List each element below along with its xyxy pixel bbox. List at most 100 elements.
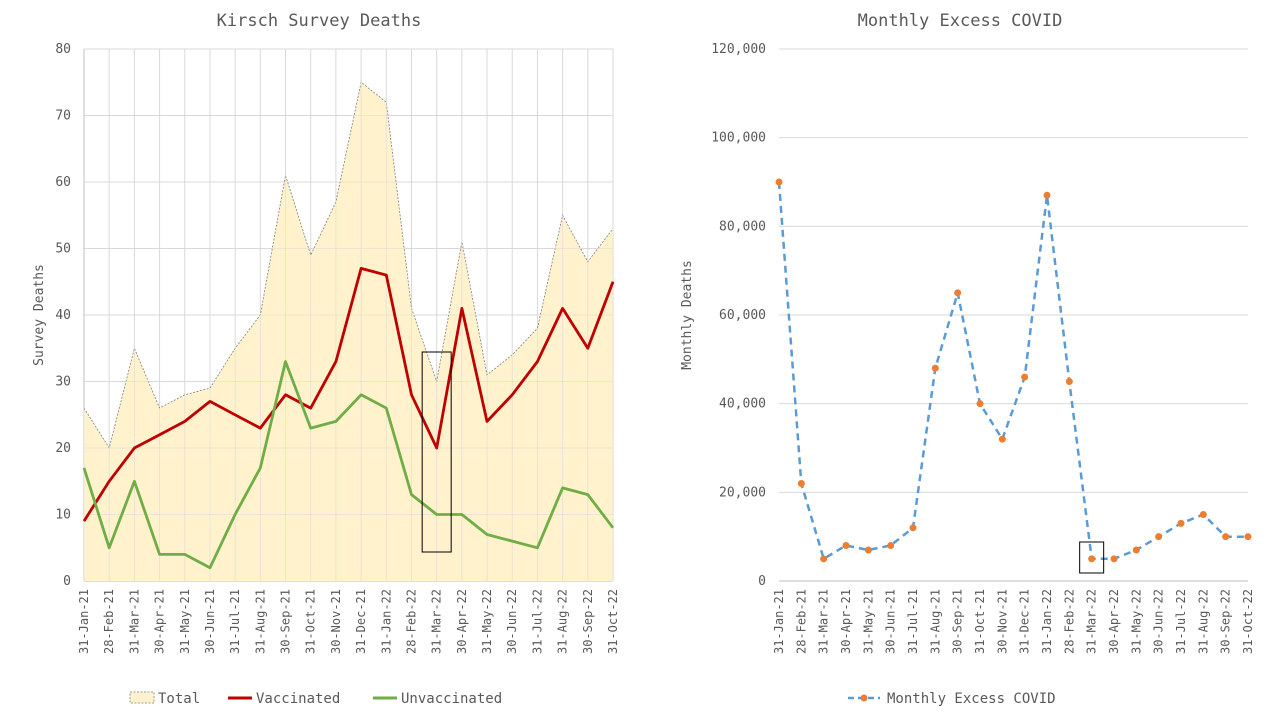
data-point	[1199, 511, 1207, 518]
x-tick-label: 31-Jan-22	[379, 589, 393, 654]
x-tick-label: 31-May-22	[480, 589, 494, 654]
left-chart-title: Kirsch Survey Deaths	[217, 11, 422, 31]
area-total	[84, 82, 613, 582]
y-tick-label: 30	[55, 375, 71, 390]
x-tick-label: 28-Feb-22	[404, 589, 418, 654]
x-tick-label: 31-Mar-21	[817, 589, 831, 654]
legend-swatch-total	[129, 691, 155, 704]
x-tick-label: 31-Jan-21	[77, 589, 91, 654]
right-legend: Monthly Excess COVID	[848, 691, 1056, 707]
legend-label-total: Total	[158, 691, 200, 707]
y-tick-label: 10	[55, 508, 71, 523]
y-tick-label: 0	[758, 574, 766, 589]
right-chart-title: Monthly Excess COVID	[858, 11, 1063, 31]
y-tick-label: 60	[55, 175, 71, 190]
data-point	[1177, 519, 1185, 527]
x-tick-label: 30-Sep-22	[581, 589, 595, 654]
x-tick-label: 28-Feb-21	[794, 589, 808, 654]
x-tick-label: 30-Apr-22	[455, 589, 469, 654]
data-point	[909, 524, 917, 532]
right-y-tick-labels: 0 20,000 40,000 60,000 80,000 100,000 120,000	[711, 42, 766, 589]
y-tick-label: 20,000	[719, 485, 766, 500]
x-tick-label: 31-Dec-21	[354, 589, 368, 654]
y-tick-label: 20	[55, 441, 71, 456]
x-tick-label: 31-Jul-22	[530, 589, 544, 654]
x-tick-label: 30-Jun-21	[203, 589, 217, 654]
x-tick-label: 28-Feb-22	[1062, 589, 1076, 654]
left-series-group	[82, 48, 615, 582]
right-y-axis-title: Monthly Deaths	[680, 260, 695, 370]
data-point	[931, 364, 939, 372]
legend-label-vaccinated: Vaccinated	[256, 691, 340, 707]
highlight-box	[421, 351, 452, 553]
data-point	[1088, 555, 1096, 563]
y-tick-label: 100,000	[711, 131, 766, 146]
x-tick-label: 30-Apr-22	[1107, 589, 1121, 654]
x-tick-label: 31-Jan-22	[1040, 589, 1054, 654]
y-tick-label: 0	[63, 574, 71, 589]
x-tick-label: 31-Aug-22	[556, 589, 570, 654]
area-total-outline	[83, 81, 614, 450]
data-point	[1222, 533, 1230, 541]
right-x-tick-labels: 31-Jan-21 28-Feb-21 31-Mar-21 30-Apr-21 31-M…	[772, 589, 1255, 654]
data-point	[1132, 546, 1140, 554]
x-tick-label: 30-Jun-21	[884, 589, 898, 654]
x-tick-label: 31-Mar-21	[127, 589, 141, 654]
x-tick-label: 31-Mar-22	[430, 589, 444, 654]
data-point	[1244, 533, 1252, 541]
x-tick-label: 31-May-21	[178, 589, 192, 654]
data-point	[1065, 378, 1073, 385]
left-y-axis-title: Survey Deaths	[32, 264, 47, 366]
data-point	[864, 546, 872, 554]
y-tick-label: 40,000	[719, 397, 766, 412]
y-tick-label: 80,000	[719, 219, 766, 234]
data-point	[1110, 555, 1118, 563]
legend-marker-monthly-excess	[860, 694, 868, 702]
y-tick-label: 50	[55, 242, 71, 257]
x-tick-label: 31-Aug-21	[253, 589, 267, 654]
x-tick-label: 31-Jul-21	[228, 589, 242, 654]
x-tick-label: 30-Nov-21	[329, 589, 343, 654]
x-tick-label: 31-Aug-22	[1196, 589, 1210, 654]
data-point	[775, 178, 783, 186]
x-tick-label: 31-Oct-21	[973, 589, 987, 654]
x-tick-label: 31-Oct-22	[1241, 589, 1255, 654]
y-tick-label: 120,000	[711, 42, 766, 57]
series-line-vaccinated	[82, 267, 615, 522]
right-gridlines	[779, 48, 1248, 582]
data-point	[976, 400, 984, 408]
x-tick-label: 30-Nov-21	[995, 589, 1009, 654]
y-tick-label: 70	[55, 109, 71, 124]
x-tick-label: 30-Sep-21	[951, 589, 965, 654]
x-tick-label: 31-Oct-22	[606, 589, 620, 654]
y-tick-label: 60,000	[719, 308, 766, 323]
x-tick-label: 31-Jul-22	[1174, 589, 1188, 654]
data-point	[998, 435, 1006, 443]
data-point	[887, 542, 895, 550]
left-x-tick-labels: 31-Jan-21 28-Feb-21 31-Mar-21 30-Apr-21 31-M…	[77, 589, 620, 654]
legend-label-monthly-excess: Monthly Excess COVID	[887, 691, 1056, 707]
x-tick-label: 28-Feb-21	[102, 589, 116, 654]
y-tick-label: 80	[55, 42, 71, 57]
x-tick-label: 30-Apr-21	[839, 589, 853, 654]
x-tick-label: 31-Oct-21	[304, 589, 318, 654]
monthly-excess-chart: Monthly Excess COVID Monthly Deaths 0 20,…	[680, 11, 1255, 707]
x-tick-label: 31-Aug-21	[928, 589, 942, 654]
data-point	[954, 289, 962, 297]
left-y-tick-labels: 0 10 20 30 40 50 60 70 80	[55, 42, 71, 589]
x-tick-label: 30-Sep-21	[279, 589, 293, 654]
x-tick-label: 30-Sep-22	[1219, 589, 1233, 654]
x-tick-label: 31-Jul-21	[906, 589, 920, 654]
left-legend: Total Vaccinated Unvaccinated	[129, 691, 502, 707]
data-point	[842, 542, 850, 550]
x-tick-label: 31-May-22	[1129, 589, 1143, 654]
right-series-group	[775, 178, 1252, 574]
kirsch-survey-chart: Kirsch Survey Deaths Survey Deaths 0 10 20…	[32, 11, 620, 707]
data-point	[1155, 533, 1163, 541]
series-line-monthly-excess	[777, 181, 1248, 561]
legend-label-unvaccinated: Unvaccinated	[401, 691, 502, 707]
highlight-box	[1079, 541, 1105, 574]
x-tick-label: 31-Dec-21	[1018, 589, 1032, 654]
series-line-unvaccinated	[82, 360, 615, 570]
y-tick-label: 40	[55, 308, 71, 323]
